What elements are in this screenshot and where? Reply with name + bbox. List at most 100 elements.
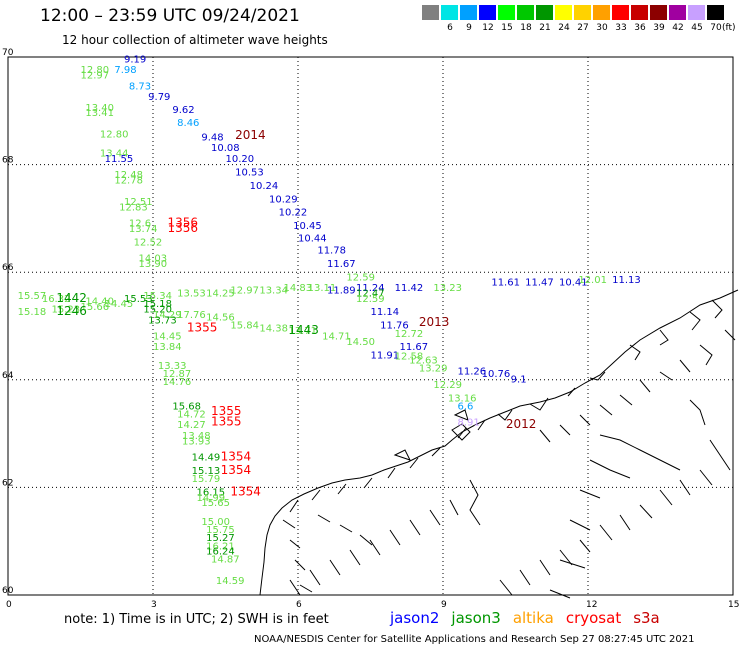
lon-tick-label: 0	[6, 600, 12, 610]
lon-tick-label: 9	[441, 600, 447, 610]
wave-height-label: 16.21	[206, 541, 235, 552]
wave-height-label: 14.45	[105, 299, 134, 310]
legend-label: 15	[501, 23, 513, 33]
satellite-name: jason2	[390, 609, 440, 627]
wave-height-label: 12.97	[81, 71, 110, 82]
wave-height-label: 15.75	[206, 525, 235, 536]
legend-swatch	[479, 5, 496, 20]
legend-swatch	[441, 5, 458, 20]
wave-height-label: 13.11	[308, 283, 337, 294]
wave-height-label: 9.19	[124, 54, 146, 65]
map-frame	[7, 56, 734, 596]
wave-height-label: 14.29	[153, 310, 182, 321]
axis-labels: 70 68 66 64 62 60 0 3 6 9 12 15	[2, 48, 739, 610]
wave-height-label: 13.84	[153, 342, 182, 353]
wave-height-label: 12.58	[395, 351, 424, 362]
legend-label: 30	[596, 23, 608, 33]
wave-height-label: 17.76	[177, 310, 206, 321]
legend-swatch	[498, 5, 515, 20]
wave-height-label: 13.40	[85, 103, 114, 114]
lat-tick-label: 60	[2, 586, 14, 596]
orbit-number-label: 1354	[221, 450, 252, 464]
wave-height-label: 11.13	[612, 275, 641, 286]
wave-height-label: 12.80	[81, 65, 110, 76]
wave-height-label: 11.67	[400, 342, 429, 353]
wave-height-label: 14.27	[177, 420, 206, 431]
wave-height-label: 10.24	[250, 181, 279, 192]
legend-swatch	[593, 5, 610, 20]
wave-height-label: 15.65	[201, 498, 230, 509]
wave-height-label: 13.73	[148, 315, 177, 326]
wave-height-label: 10.22	[279, 208, 308, 219]
wave-height-label: 12.83	[119, 202, 148, 213]
wave-height-label: 11.26	[458, 366, 487, 377]
wave-height-label: 15.68	[172, 401, 201, 412]
lon-tick-label: 6	[296, 600, 302, 610]
wave-height-label: 14.40	[85, 296, 114, 307]
wave-height-label: 13.74	[129, 224, 158, 235]
wave-height-label: 10.20	[226, 154, 255, 165]
orbit-number-label: 1356	[168, 221, 199, 235]
satellite-name: altika	[512, 609, 554, 627]
wave-height-label: 9.62	[172, 105, 194, 116]
lat-tick-label: 62	[2, 478, 13, 488]
wave-height-label: 14.99	[197, 493, 226, 504]
wave-height-label: 15.57	[18, 291, 47, 302]
wave-height-label: 11.67	[327, 259, 356, 270]
legend-label: 36	[634, 23, 646, 33]
wave-height-label: 13.41	[85, 108, 114, 119]
wave-height-label: 12.63	[409, 356, 438, 367]
wave-height-label: 15.84	[230, 321, 259, 332]
legend-swatch	[517, 5, 534, 20]
wave-height-label: 14.03	[139, 253, 168, 264]
wave-height-label: 16.15	[197, 487, 226, 498]
wave-height-label: 13.33	[158, 361, 187, 372]
wave-height-label: 13.34	[259, 286, 288, 297]
wave-height-label: 10.29	[269, 194, 298, 205]
legend-label: 42	[672, 23, 684, 33]
wave-height-label: 12.59	[356, 294, 385, 305]
wave-height-label: 13.93	[182, 436, 211, 447]
credit-line: NOAA/NESDIS Center for Satellite Applica…	[254, 634, 695, 645]
wave-height-label: 15.23	[52, 305, 81, 316]
legend-label: 39	[653, 23, 665, 33]
wave-height-label: 14.83	[284, 283, 313, 294]
wave-height-label: 12.6	[129, 218, 151, 229]
wave-height-label: 14.49	[192, 453, 221, 464]
wave-height-label: 16.24	[206, 547, 235, 558]
wave-height-label: 13.53	[177, 288, 206, 299]
wave-height-label: 12.29	[433, 380, 462, 391]
wave-height-label: 10.41	[559, 278, 588, 289]
legend-label: 21	[539, 23, 551, 33]
lat-lon-grid	[7, 56, 734, 596]
wave-height-label: 13.71	[288, 326, 317, 337]
wave-height-label: 12.47	[356, 288, 385, 299]
orbit-number-label: 2012	[506, 417, 537, 431]
wave-height-label: 16.32	[42, 294, 71, 305]
wave-height-label: 11.14	[371, 307, 400, 318]
wave-height-label: 14.25	[206, 288, 235, 299]
wave-height-label: 10.08	[211, 143, 240, 154]
wave-height-label: 9.48	[201, 132, 223, 143]
legend-unit: (ft)	[722, 23, 736, 33]
wave-height-label: 10.45	[293, 221, 322, 232]
wave-height-label: 15.34	[143, 291, 172, 302]
wave-height-label: 11.42	[395, 283, 424, 294]
legend-label: 45	[691, 23, 703, 33]
wave-height-label: 13.16	[448, 393, 477, 404]
wave-height-label: 15.53	[124, 294, 153, 305]
coastline	[259, 289, 739, 599]
orbit-number-label: 1354	[221, 463, 252, 477]
wave-height-label: 11.55	[105, 154, 134, 165]
wave-height-label: 11.91	[371, 350, 400, 361]
wave-height-label: 15.27	[206, 533, 235, 544]
wave-height-label: 13.29	[419, 364, 448, 375]
lat-tick-label: 64	[2, 371, 14, 381]
lat-tick-label: 70	[2, 48, 14, 58]
lat-tick-label: 66	[2, 263, 14, 273]
wave-height-label: 12.87	[163, 369, 192, 380]
legend-label: 9	[466, 23, 472, 33]
wave-height-values: 9.19 12.80 7.98 12.97 8.739.79 13.40 9.62 13.41…	[18, 54, 641, 587]
legend-swatch	[422, 5, 439, 20]
